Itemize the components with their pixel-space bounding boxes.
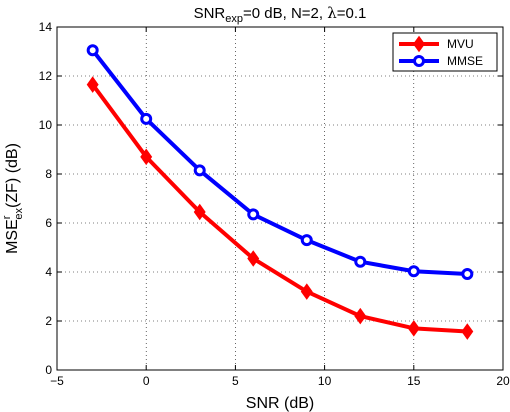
y-tick-label: 2 — [45, 314, 52, 328]
x-tick-label: 15 — [407, 374, 421, 388]
data-point-mvu — [461, 323, 474, 340]
y-axis-label: MSErex(ZF) (dB) — [1, 143, 25, 254]
legend-entry-mvu: MVU — [399, 35, 474, 53]
data-point-mmse — [407, 265, 420, 278]
y-label-base: MSE — [4, 219, 21, 254]
legend-entry-mmse: MMSE — [399, 54, 483, 68]
series-line-mmse — [91, 49, 468, 276]
plot-area-frame — [56, 26, 504, 371]
x-tick-label: 10 — [318, 374, 332, 388]
data-point-mmse — [461, 267, 474, 280]
data-point-mvu — [140, 148, 153, 166]
series-lines — [86, 44, 474, 340]
data-point-mmse — [193, 164, 206, 177]
data-point-mmse — [354, 255, 367, 268]
y-tick-label: 12 — [39, 69, 53, 83]
data-point-mvu — [247, 250, 260, 267]
x-tick-label: −5 — [50, 374, 64, 388]
legend-label-mvu: MVU — [447, 37, 474, 51]
chart-title: SNRexp=0 dB, N=2, λ=0.1 — [194, 4, 367, 25]
legend: MVU MMSE — [392, 32, 498, 72]
y-tick-label: 10 — [39, 118, 53, 132]
legend-marker-mvu — [413, 35, 425, 53]
series-mmse — [86, 44, 474, 280]
data-point-mmse — [300, 234, 313, 247]
legend-box — [392, 32, 498, 72]
y-tick-label: 4 — [45, 265, 52, 279]
x-tick-label: 5 — [232, 374, 239, 388]
title-subscript: exp — [225, 13, 243, 25]
legend-marker-mmse — [413, 55, 425, 67]
grid — [57, 27, 503, 370]
y-label-suffix: (ZF) (dB) — [4, 143, 21, 208]
y-label-subscript: ex — [13, 207, 25, 219]
legend-label-mmse: MMSE — [447, 54, 483, 68]
data-point-mvu — [407, 320, 420, 337]
y-tick-label: 14 — [39, 20, 53, 34]
title-prefix: SNR — [194, 5, 226, 22]
series-mvu — [86, 76, 474, 340]
x-tick-label: 0 — [143, 374, 150, 388]
data-point-mvu — [300, 283, 313, 300]
y-label-superscript: r — [1, 215, 13, 219]
title-rest: =0 dB, N=2, — [243, 5, 327, 22]
data-point-mvu — [354, 307, 367, 325]
data-point-mvu — [193, 203, 206, 221]
data-point-mmse — [86, 44, 99, 57]
series-line-mvu — [91, 83, 468, 334]
title-lambda: λ — [327, 4, 337, 22]
x-tick-label: 20 — [496, 374, 510, 388]
y-tick-label: 8 — [45, 167, 52, 181]
x-axis-label: SNR (dB) — [246, 395, 314, 412]
data-point-mmse — [247, 208, 260, 221]
y-tick-label: 0 — [45, 363, 52, 377]
data-point-mmse — [140, 112, 153, 125]
data-point-mvu — [86, 76, 99, 93]
title-lambda-value: =0.1 — [337, 5, 367, 22]
y-tick-label: 6 — [45, 216, 52, 230]
